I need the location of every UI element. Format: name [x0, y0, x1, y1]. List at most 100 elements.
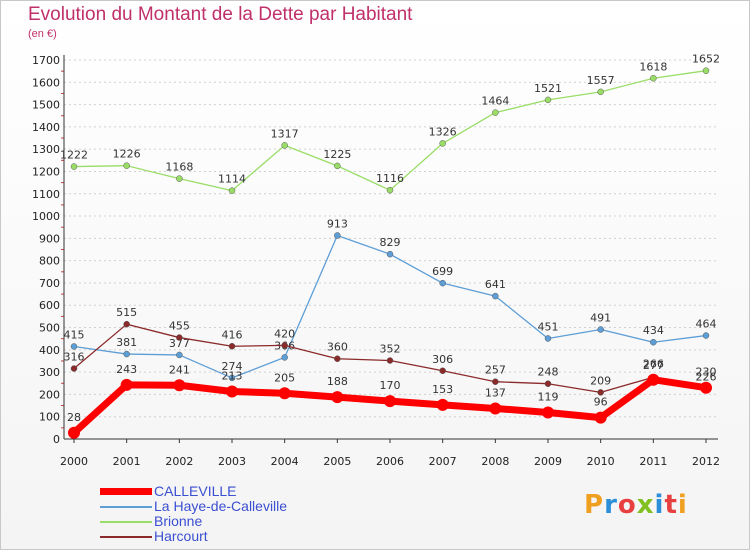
- data-point: [386, 250, 394, 258]
- data-label: 1114: [218, 173, 246, 186]
- data-label: 1225: [323, 148, 351, 161]
- data-point: [120, 378, 133, 391]
- data-point: [439, 140, 446, 147]
- data-label: 153: [432, 383, 453, 396]
- data-label: 416: [222, 328, 243, 341]
- x-tick-label: 2011: [639, 455, 667, 468]
- data-point: [386, 186, 394, 194]
- legend-label: Brionne: [154, 513, 203, 529]
- data-label: 420: [274, 327, 295, 340]
- data-point: [278, 387, 291, 400]
- data-point: [492, 378, 499, 385]
- data-point: [702, 67, 710, 74]
- data-point: [700, 381, 712, 394]
- data-label: 1464: [481, 95, 509, 108]
- data-label: 96: [594, 396, 608, 409]
- data-label: 119: [538, 390, 559, 403]
- legend-swatch: [100, 506, 152, 508]
- legend-label: CALLEVILLE: [154, 483, 237, 499]
- data-point: [544, 380, 552, 387]
- legend-swatch: [100, 521, 152, 523]
- data-label: 1168: [165, 161, 193, 174]
- data-point: [68, 426, 80, 439]
- data-point: [228, 187, 236, 194]
- x-tick-label: 2000: [60, 455, 88, 468]
- x-tick-label: 2007: [429, 455, 457, 468]
- y-tick-label: 700: [39, 277, 60, 290]
- data-point: [123, 162, 130, 169]
- data-point: [594, 411, 607, 424]
- data-point: [650, 75, 657, 82]
- data-label: 1652: [692, 53, 720, 66]
- data-label: 257: [485, 364, 506, 377]
- data-label: 455: [169, 320, 190, 333]
- data-label: 464: [696, 318, 717, 331]
- x-tick-label: 2012: [692, 455, 720, 468]
- legend-label: La Haye-de-Calleville: [154, 498, 288, 514]
- data-point: [544, 96, 552, 104]
- data-label: 243: [116, 363, 137, 376]
- data-point: [489, 402, 502, 415]
- y-tick-label: 200: [39, 388, 60, 401]
- y-tick-label: 1000: [32, 210, 60, 223]
- data-label: 137: [485, 386, 506, 399]
- y-tick-label: 1500: [32, 99, 60, 112]
- logo-letter: r: [604, 490, 618, 520]
- data-label: 352: [380, 343, 401, 356]
- data-label: 699: [432, 265, 453, 278]
- y-tick-label: 300: [39, 366, 60, 379]
- y-tick-label: 1700: [32, 54, 60, 67]
- data-label: 1222: [60, 149, 88, 162]
- data-label: 515: [116, 306, 137, 319]
- data-point: [281, 342, 288, 349]
- y-tick-label: 100: [39, 411, 60, 424]
- data-point: [492, 109, 499, 116]
- data-point: [597, 88, 604, 96]
- data-label: 241: [169, 363, 190, 376]
- x-tick-label: 2005: [323, 455, 351, 468]
- data-label: 434: [643, 324, 664, 337]
- data-point: [597, 389, 604, 396]
- data-point: [70, 343, 78, 350]
- data-label: 170: [380, 379, 401, 392]
- data-label: 1317: [271, 127, 299, 140]
- data-label: 1326: [429, 125, 457, 138]
- y-tick-label: 500: [39, 322, 60, 335]
- x-tick-label: 2010: [587, 455, 615, 468]
- logo-letter: i: [654, 490, 665, 520]
- data-point: [176, 351, 183, 359]
- data-point: [439, 279, 446, 287]
- data-point: [331, 391, 344, 404]
- data-point: [173, 379, 186, 392]
- legend: CALLEVILLE La Haye-de-Calleville Brionne Ha…: [100, 484, 360, 544]
- x-tick-label: 2006: [376, 455, 404, 468]
- data-point: [597, 326, 604, 333]
- logo-letter: P: [584, 490, 605, 520]
- data-point: [176, 334, 183, 341]
- data-point: [386, 357, 394, 364]
- data-label: 491: [590, 312, 611, 325]
- data-point: [650, 338, 657, 346]
- data-label: 829: [380, 236, 401, 249]
- legend-swatch: [100, 536, 152, 538]
- x-tick-label: 2009: [534, 455, 562, 468]
- data-label: 209: [590, 374, 611, 387]
- data-point: [542, 406, 554, 419]
- data-point: [70, 365, 78, 372]
- data-label: 226: [696, 371, 717, 384]
- data-label: 913: [327, 217, 348, 230]
- data-label: 266: [643, 358, 664, 371]
- y-tick-label: 1100: [32, 188, 60, 201]
- data-point: [123, 350, 130, 358]
- data-label: 316: [64, 351, 85, 364]
- data-label: 277: [643, 359, 664, 372]
- data-label: 641: [485, 278, 506, 291]
- x-tick-label: 2003: [218, 455, 246, 468]
- data-label: 1226: [113, 148, 141, 161]
- x-tick-label: 2008: [481, 455, 509, 468]
- chart-unit: (en €): [28, 28, 57, 40]
- data-label: 360: [327, 341, 348, 354]
- data-point: [384, 395, 396, 408]
- data-label: 377: [169, 337, 190, 350]
